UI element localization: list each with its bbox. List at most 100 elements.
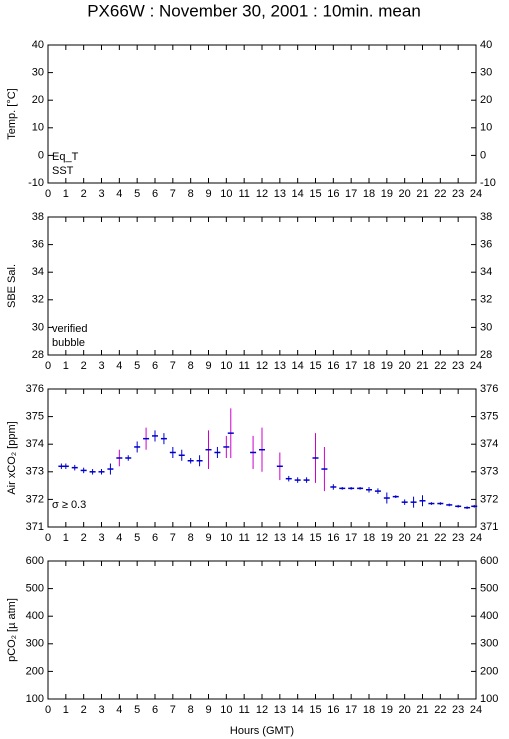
y-tick-label: 372 (26, 493, 44, 505)
x-tick-label: 16 (327, 188, 339, 200)
x-tick-label: 12 (256, 360, 268, 372)
y-tick-label: 300 (26, 638, 44, 650)
y-tick-label: 20 (32, 94, 44, 106)
legend-entry: Eq_T (52, 151, 79, 163)
x-tick-label: 24 (470, 360, 482, 372)
x-tick-label: 20 (399, 532, 411, 544)
y-tick-label: 36 (32, 239, 44, 251)
x-tick-label: 2 (81, 188, 87, 200)
annotation: σ ≥ 0.3 (52, 499, 86, 511)
x-tick-label: 15 (309, 532, 321, 544)
x-tick-label: 1 (63, 704, 69, 716)
legend-entry: SST (52, 165, 74, 177)
y-tick-label: 38 (480, 211, 492, 223)
x-tick-label: 2 (81, 704, 87, 716)
x-tick-label: 22 (434, 360, 446, 372)
x-tick-label: 21 (416, 360, 428, 372)
x-tick-label: 21 (416, 532, 428, 544)
y-tick-label: 40 (32, 39, 44, 51)
y-tick-label: 30 (480, 67, 492, 79)
y-tick-label: 371 (26, 521, 44, 533)
y-tick-label: 376 (26, 383, 44, 395)
y-tick-label: 374 (26, 438, 44, 450)
x-tick-label: 13 (274, 704, 286, 716)
x-tick-label: 12 (256, 704, 268, 716)
x-tick-label: 20 (399, 704, 411, 716)
x-tick-label: 10 (220, 532, 232, 544)
y-tick-label: 400 (26, 610, 44, 622)
x-tick-label: 24 (470, 532, 482, 544)
x-tick-label: 19 (381, 704, 393, 716)
y-tick-label: 374 (480, 438, 498, 450)
x-tick-label: 2 (81, 360, 87, 372)
x-tick-label: 1 (63, 188, 69, 200)
x-tick-label: 24 (470, 188, 482, 200)
x-tick-label: 17 (345, 360, 357, 372)
x-tick-label: 22 (434, 532, 446, 544)
y-axis-label: SBE Sal. (6, 264, 18, 308)
x-tick-label: 6 (152, 704, 158, 716)
y-tick-label: 38 (32, 211, 44, 223)
x-tick-label: 17 (345, 188, 357, 200)
y-tick-label: 0 (38, 149, 44, 161)
x-tick-label: 14 (292, 188, 304, 200)
y-tick-label: 371 (480, 521, 498, 533)
y-tick-label: -10 (28, 177, 44, 189)
x-tick-label: 7 (170, 188, 176, 200)
x-tick-label: 6 (152, 360, 158, 372)
y-tick-label: 200 (480, 665, 498, 677)
x-tick-label: 19 (381, 188, 393, 200)
x-tick-label: 23 (452, 360, 464, 372)
x-tick-label: 10 (220, 360, 232, 372)
y-tick-label: 20 (480, 94, 492, 106)
x-tick-label: 17 (345, 704, 357, 716)
x-tick-label: 18 (363, 532, 375, 544)
x-tick-label: 13 (274, 532, 286, 544)
x-tick-label: 18 (363, 704, 375, 716)
y-tick-label: 0 (480, 149, 486, 161)
x-tick-label: 14 (292, 360, 304, 372)
x-tick-label: 4 (116, 188, 122, 200)
x-tick-label: 8 (188, 704, 194, 716)
y-tick-label: 32 (480, 294, 492, 306)
x-tick-label: 16 (327, 704, 339, 716)
y-tick-label: 10 (32, 122, 44, 134)
y-tick-label: 100 (26, 693, 44, 705)
x-tick-label: 9 (205, 360, 211, 372)
x-tick-label: 3 (98, 188, 104, 200)
y-tick-label: 40 (480, 39, 492, 51)
plot-frame (47, 216, 477, 356)
plot-frame (47, 44, 477, 184)
x-tick-label: 3 (98, 360, 104, 372)
x-tick-label: 9 (205, 704, 211, 716)
y-tick-label: 32 (32, 294, 44, 306)
x-tick-label: 13 (274, 188, 286, 200)
y-tick-label: 28 (480, 349, 492, 361)
x-tick-label: 21 (416, 188, 428, 200)
x-tick-label: 8 (188, 532, 194, 544)
x-tick-label: 5 (134, 188, 140, 200)
y-axis-label: pCO₂ [µ atm] (6, 598, 18, 662)
x-tick-label: 4 (116, 704, 122, 716)
y-tick-label: 34 (480, 266, 492, 278)
x-tick-label: 13 (274, 360, 286, 372)
x-tick-label: 2 (81, 532, 87, 544)
y-tick-label: 375 (26, 411, 44, 423)
y-tick-label: 300 (480, 638, 498, 650)
y-tick-label: 400 (480, 610, 498, 622)
x-tick-label: 20 (399, 188, 411, 200)
x-tick-label: 0 (45, 360, 51, 372)
x-tick-label: 23 (452, 188, 464, 200)
x-tick-label: 5 (134, 704, 140, 716)
x-tick-label: 16 (327, 360, 339, 372)
y-tick-label: 600 (480, 555, 498, 567)
x-tick-label: 14 (292, 704, 304, 716)
y-tick-label: 30 (480, 321, 492, 333)
x-tick-label: 0 (45, 704, 51, 716)
x-tick-label: 7 (170, 532, 176, 544)
x-tick-label: 3 (98, 532, 104, 544)
y-tick-label: 200 (26, 665, 44, 677)
y-tick-label: 100 (480, 693, 498, 705)
y-tick-label: 500 (26, 583, 44, 595)
